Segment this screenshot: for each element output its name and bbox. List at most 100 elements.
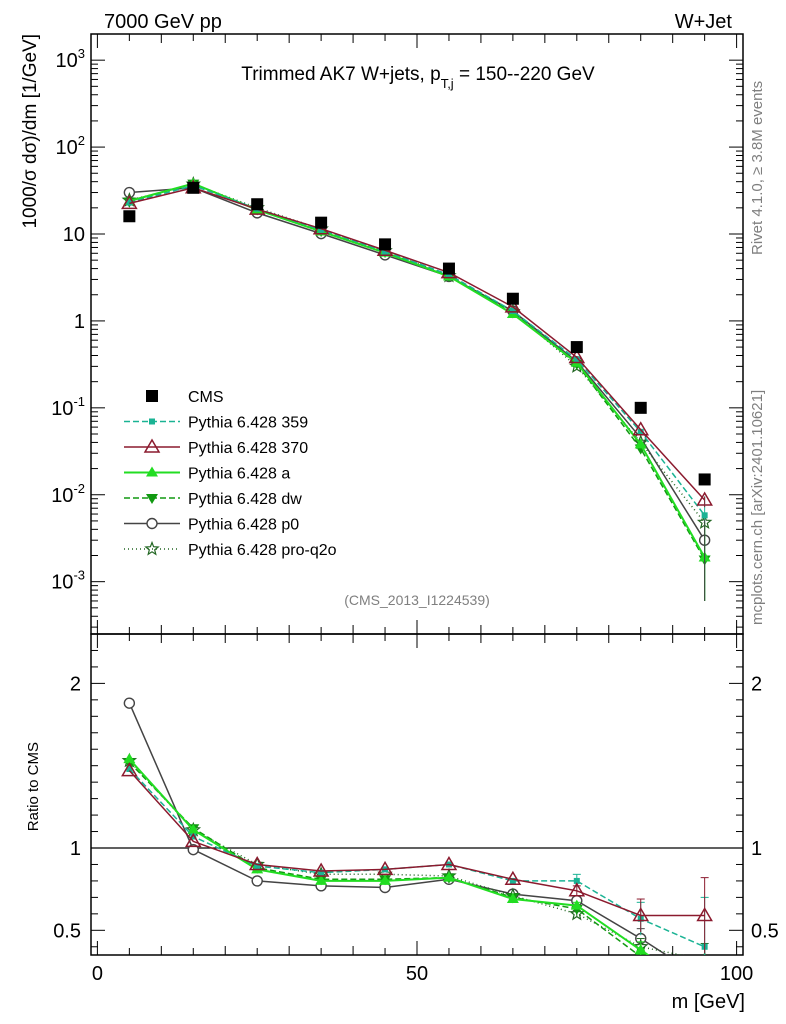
data-point-cms xyxy=(251,198,264,211)
data-point-p359 xyxy=(445,271,452,278)
ratio-y-tick-label-left: 0.5 xyxy=(53,920,81,942)
y-tick-label: 10 xyxy=(63,224,85,246)
x-tick-label: 50 xyxy=(406,963,428,985)
ratio-point-pa xyxy=(442,871,455,882)
y-tick-label: 10-1 xyxy=(51,394,85,420)
y-tick-base: 10 xyxy=(51,572,73,594)
data-point-p359 xyxy=(126,199,133,206)
ratio-line-pdw xyxy=(128,761,640,955)
data-point-cms xyxy=(634,401,647,414)
x-tick-label: 100 xyxy=(720,963,753,985)
legend-label-pa: Pythia 6.428 a xyxy=(188,466,290,483)
data-point-p359 xyxy=(573,356,580,363)
ratio-point-p370 xyxy=(121,762,138,777)
data-point-cms xyxy=(187,181,200,194)
data-point-p359 xyxy=(382,248,389,255)
data-point-p370 xyxy=(632,421,650,436)
data-point-cms xyxy=(123,210,136,223)
ratio-plot-frame xyxy=(90,633,744,956)
ratio-line-pq2o xyxy=(128,760,685,955)
legend-marker-pa xyxy=(146,466,158,477)
plot-title-sub: T,j xyxy=(441,76,454,91)
ratio-point-pa xyxy=(506,893,519,904)
data-point-cms xyxy=(570,341,583,354)
ratio-point-p370 xyxy=(504,870,522,886)
data-point-pa xyxy=(634,438,647,449)
ratio-series-pp0 xyxy=(123,697,710,985)
ratio-point-p370 xyxy=(632,907,650,922)
energy-label: 7000 GeV pp xyxy=(104,11,222,33)
ratio-line-p370 xyxy=(128,770,705,917)
legend-label-p370: Pythia 6.428 370 xyxy=(188,440,308,457)
y-tick-exponent: 3 xyxy=(78,46,85,61)
ratio-point-p370 xyxy=(376,860,394,876)
series-line-p370 xyxy=(129,187,706,501)
ratio-line-p359 xyxy=(128,768,705,948)
y-tick-exponent: 2 xyxy=(78,133,85,148)
ratio-point-p359 xyxy=(318,869,325,876)
ratio-ylabel: Ratio to CMS xyxy=(25,742,42,831)
mcplots-label: mcplots.cern.ch [arXiv:2401.10621] xyxy=(749,390,766,625)
ratio-point-pp0 xyxy=(123,697,136,709)
data-point-cms xyxy=(442,262,455,275)
y-tick-base: 10 xyxy=(56,50,78,72)
legend-marker-cms xyxy=(146,390,158,402)
analysis-label: (CMS_2013_I1224539) xyxy=(344,592,490,608)
ratio-point-p359 xyxy=(509,877,516,884)
data-point-p370 xyxy=(504,298,522,313)
ratio-series-p370 xyxy=(121,762,713,954)
ratio-frame-border xyxy=(90,633,744,956)
legend-marker-p370 xyxy=(143,438,161,453)
ratio-line-pa xyxy=(128,758,650,955)
ratio-series-group xyxy=(121,697,713,985)
ratio-point-pa xyxy=(123,753,136,764)
ratio-y-tick-label-left: 1 xyxy=(70,838,81,860)
data-point-p359 xyxy=(509,308,516,315)
legend-label-p359: Pythia 6.428 359 xyxy=(188,415,308,432)
legend-entry-p370: Pythia 6.428 370 xyxy=(124,438,308,457)
ratio-point-p370 xyxy=(184,832,202,848)
data-point-p359 xyxy=(318,226,325,233)
ratio-y-tick-label-right: 0.5 xyxy=(751,920,779,942)
legend-label-pdw: Pythia 6.428 dw xyxy=(188,491,302,508)
legend-label-pq2o: Pythia 6.428 pro-q2o xyxy=(188,542,337,559)
legend-entry-pp0: Pythia 6.428 p0 xyxy=(124,517,299,534)
data-point-p359 xyxy=(637,428,644,435)
ratio-point-p370 xyxy=(248,855,266,871)
data-point-p370 xyxy=(121,194,138,210)
ratio-series-pa xyxy=(123,753,650,955)
y-tick-exponent: -2 xyxy=(73,481,85,496)
ratio-axis-ticks: 0.5 0.5 1 1 2 2 0 50 100 xyxy=(53,634,779,985)
ratio-point-p359 xyxy=(126,765,133,772)
plot-title-main: Trimmed AK7 W+jets, p xyxy=(241,64,440,85)
data-point-cms xyxy=(506,292,519,305)
y-tick-label: 102 xyxy=(56,133,85,159)
ratio-y-tick-label-right: 2 xyxy=(751,673,762,695)
legend-marker-pq2o xyxy=(144,540,160,556)
ratio-point-p370 xyxy=(440,855,458,871)
ratio-y-tick-label-right: 1 xyxy=(751,838,762,860)
series-line-p359 xyxy=(129,184,706,516)
y-tick-exponent: -1 xyxy=(73,394,85,409)
data-point-cms xyxy=(698,473,711,486)
process-label: W+Jet xyxy=(675,11,733,33)
series-line-pp0 xyxy=(129,187,706,541)
main-series-group xyxy=(121,175,713,601)
y-tick-base: 10 xyxy=(51,485,73,507)
ratio-y-tick-label-left: 2 xyxy=(70,673,81,695)
legend-label-cms: CMS xyxy=(188,389,224,406)
ratio-point-pp0 xyxy=(700,975,710,985)
rivet-label: Rivet 4.1.0, ≥ 3.8M events xyxy=(749,81,766,255)
y-tick-label: 10-2 xyxy=(51,481,85,507)
main-ylabel: 1000/σ dσ)/dm [1/GeV] xyxy=(20,34,41,229)
legend-entry-pq2o: Pythia 6.428 pro-q2o xyxy=(124,540,337,559)
x-axis-title: m [GeV] xyxy=(672,991,745,1013)
ratio-point-p359 xyxy=(254,863,261,870)
ratio-point-pa xyxy=(570,899,583,910)
y-tick-label: 1 xyxy=(74,311,85,333)
y-tick-base: 10 xyxy=(51,398,73,420)
data-point-cms xyxy=(315,216,328,229)
legend-marker-pdw xyxy=(146,494,158,504)
y-tick-label: 10-3 xyxy=(51,568,85,594)
